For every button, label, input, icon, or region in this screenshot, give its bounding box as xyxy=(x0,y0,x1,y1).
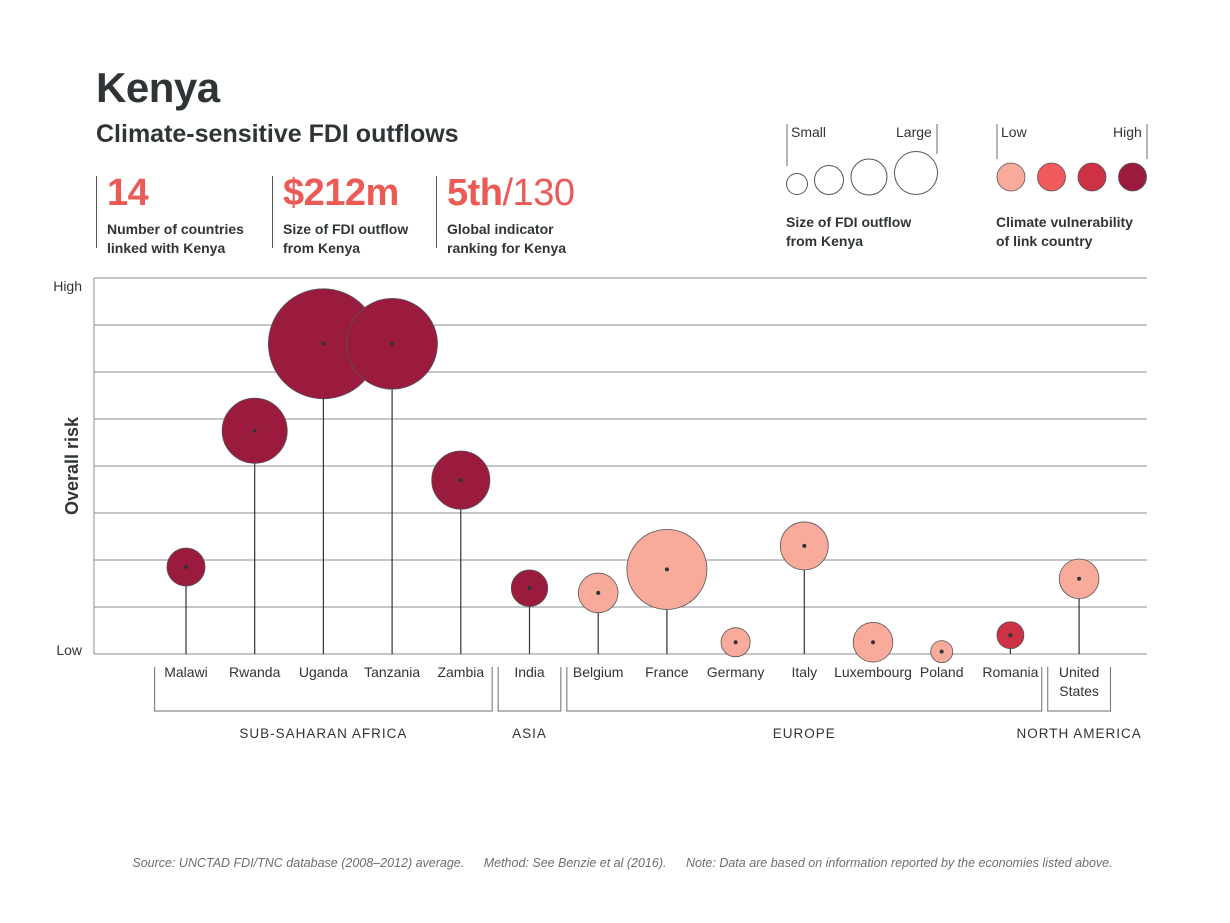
size-legend-circle-2 xyxy=(814,165,844,195)
stat-outflow: $212m Size of FDI outflow from Kenya xyxy=(272,174,433,256)
x-tick-label-france: France xyxy=(645,664,689,680)
x-tick-label-luxembourg: Luxembourg xyxy=(834,664,912,680)
color-legend-swatch-1 xyxy=(996,162,1026,192)
bubble-center-dot xyxy=(939,649,944,654)
region-label-north-america: NORTH AMERICA xyxy=(1016,726,1141,741)
x-tick-label-tanzania: Tanzania xyxy=(364,664,420,680)
page-subtitle: Climate-sensitive FDI outflows xyxy=(96,120,459,148)
note-text: Note: Data are based on information repo… xyxy=(685,856,1113,870)
x-tick-label-germany: Germany xyxy=(707,664,765,680)
bubble-center-dot xyxy=(1077,576,1082,581)
bubble-center-dot xyxy=(321,341,326,346)
method-text: Method: See Benzie et al (2016). xyxy=(483,856,667,870)
bubble-center-dot xyxy=(527,586,532,591)
region-bracket-asia xyxy=(497,667,562,712)
y-tick-label-high: High xyxy=(53,278,82,294)
x-tick-label-italy: Italy xyxy=(791,664,817,680)
stat-ranking-label-1: Global indicator xyxy=(447,221,554,237)
x-tick-label-belgium: Belgium xyxy=(573,664,624,680)
color-legend-caption-2: of link country xyxy=(996,233,1093,249)
bubble-center-dot xyxy=(390,341,395,346)
size-legend-circle-4 xyxy=(894,151,938,195)
stat-ranking-value: 5th xyxy=(447,172,503,214)
color-legend-high-label: High xyxy=(1113,124,1142,140)
color-legend-caption-1: Climate vulnerability xyxy=(996,214,1133,230)
size-legend-circle-3 xyxy=(850,158,888,196)
region-bracket-europe xyxy=(566,667,1043,712)
stat-countries-value: 14 xyxy=(107,172,149,214)
x-tick-label-poland: Poland xyxy=(920,664,964,680)
stat-ranking: 5th/130 Global indicator ranking for Ken… xyxy=(436,174,597,256)
y-axis-title: Overall risk xyxy=(62,416,82,515)
size-legend-large-label: Large xyxy=(896,124,932,140)
bubble-center-dot xyxy=(733,640,738,645)
stat-outflow-value: $212m xyxy=(283,172,399,214)
region-label-europe: EUROPE xyxy=(773,726,836,741)
x-tick-label-malawi: Malawi xyxy=(164,664,208,680)
x-tick-label-uganda: Uganda xyxy=(299,664,348,680)
x-tick-label-zambia: Zambia xyxy=(437,664,484,680)
x-tick-label-romania: Romania xyxy=(982,664,1038,680)
color-legend-swatch-2 xyxy=(1037,162,1066,192)
page-title: Kenya xyxy=(96,64,220,111)
bubble-center-dot xyxy=(184,565,188,570)
stat-ranking-suffix: /130 xyxy=(502,172,575,214)
size-legend-caption-1: Size of FDI outflow xyxy=(786,214,912,230)
bubble-center-dot xyxy=(252,428,257,433)
color-legend-swatch-3 xyxy=(1077,162,1107,192)
x-tick-label-rwanda: Rwanda xyxy=(229,664,281,680)
source-note: Source: UNCTAD FDI/TNC database (2008–20… xyxy=(0,856,1230,870)
region-bracket-north-america xyxy=(1047,667,1111,712)
bubble-center-dot xyxy=(1008,633,1013,638)
region-bracket-sub-saharan-africa xyxy=(154,667,493,712)
color-legend-low-label: Low xyxy=(1001,124,1027,140)
stat-outflow-label-1: Size of FDI outflow xyxy=(283,221,409,237)
color-legend-caption: Climate vulnerability of link country xyxy=(996,213,1133,251)
bubble-center-dot xyxy=(871,640,875,645)
stat-countries-label-2: linked with Kenya xyxy=(107,240,226,256)
x-tick-label-united-states: States xyxy=(1059,683,1099,699)
y-tick-label-low: Low xyxy=(56,642,83,658)
size-legend-circle-1 xyxy=(786,173,808,195)
x-tick-label-united-states: United xyxy=(1059,664,1099,680)
size-legend-caption-2: from Kenya xyxy=(786,233,864,249)
size-legend-small-label: Small xyxy=(791,124,827,140)
bubble-center-dot xyxy=(664,567,669,572)
region-label-sub-saharan-africa: SUB-SAHARAN AFRICA xyxy=(239,726,407,741)
stat-countries-label-1: Number of countries xyxy=(107,221,244,237)
bubble-center-dot xyxy=(596,590,601,595)
stat-ranking-label-2: ranking for Kenya xyxy=(447,240,567,256)
bubble-center-dot xyxy=(802,543,807,548)
stat-outflow-label-2: from Kenya xyxy=(283,240,361,256)
bubble-center-dot xyxy=(458,478,463,483)
size-legend-caption: Size of FDI outflow from Kenya xyxy=(786,213,911,251)
x-tick-label-india: India xyxy=(514,664,545,680)
source-text: Source: UNCTAD FDI/TNC database (2008–20… xyxy=(132,856,465,870)
stat-countries: 14 Number of countries linked with Kenya xyxy=(96,174,257,256)
region-label-asia: ASIA xyxy=(512,726,547,741)
color-legend-swatch-4 xyxy=(1118,162,1147,192)
